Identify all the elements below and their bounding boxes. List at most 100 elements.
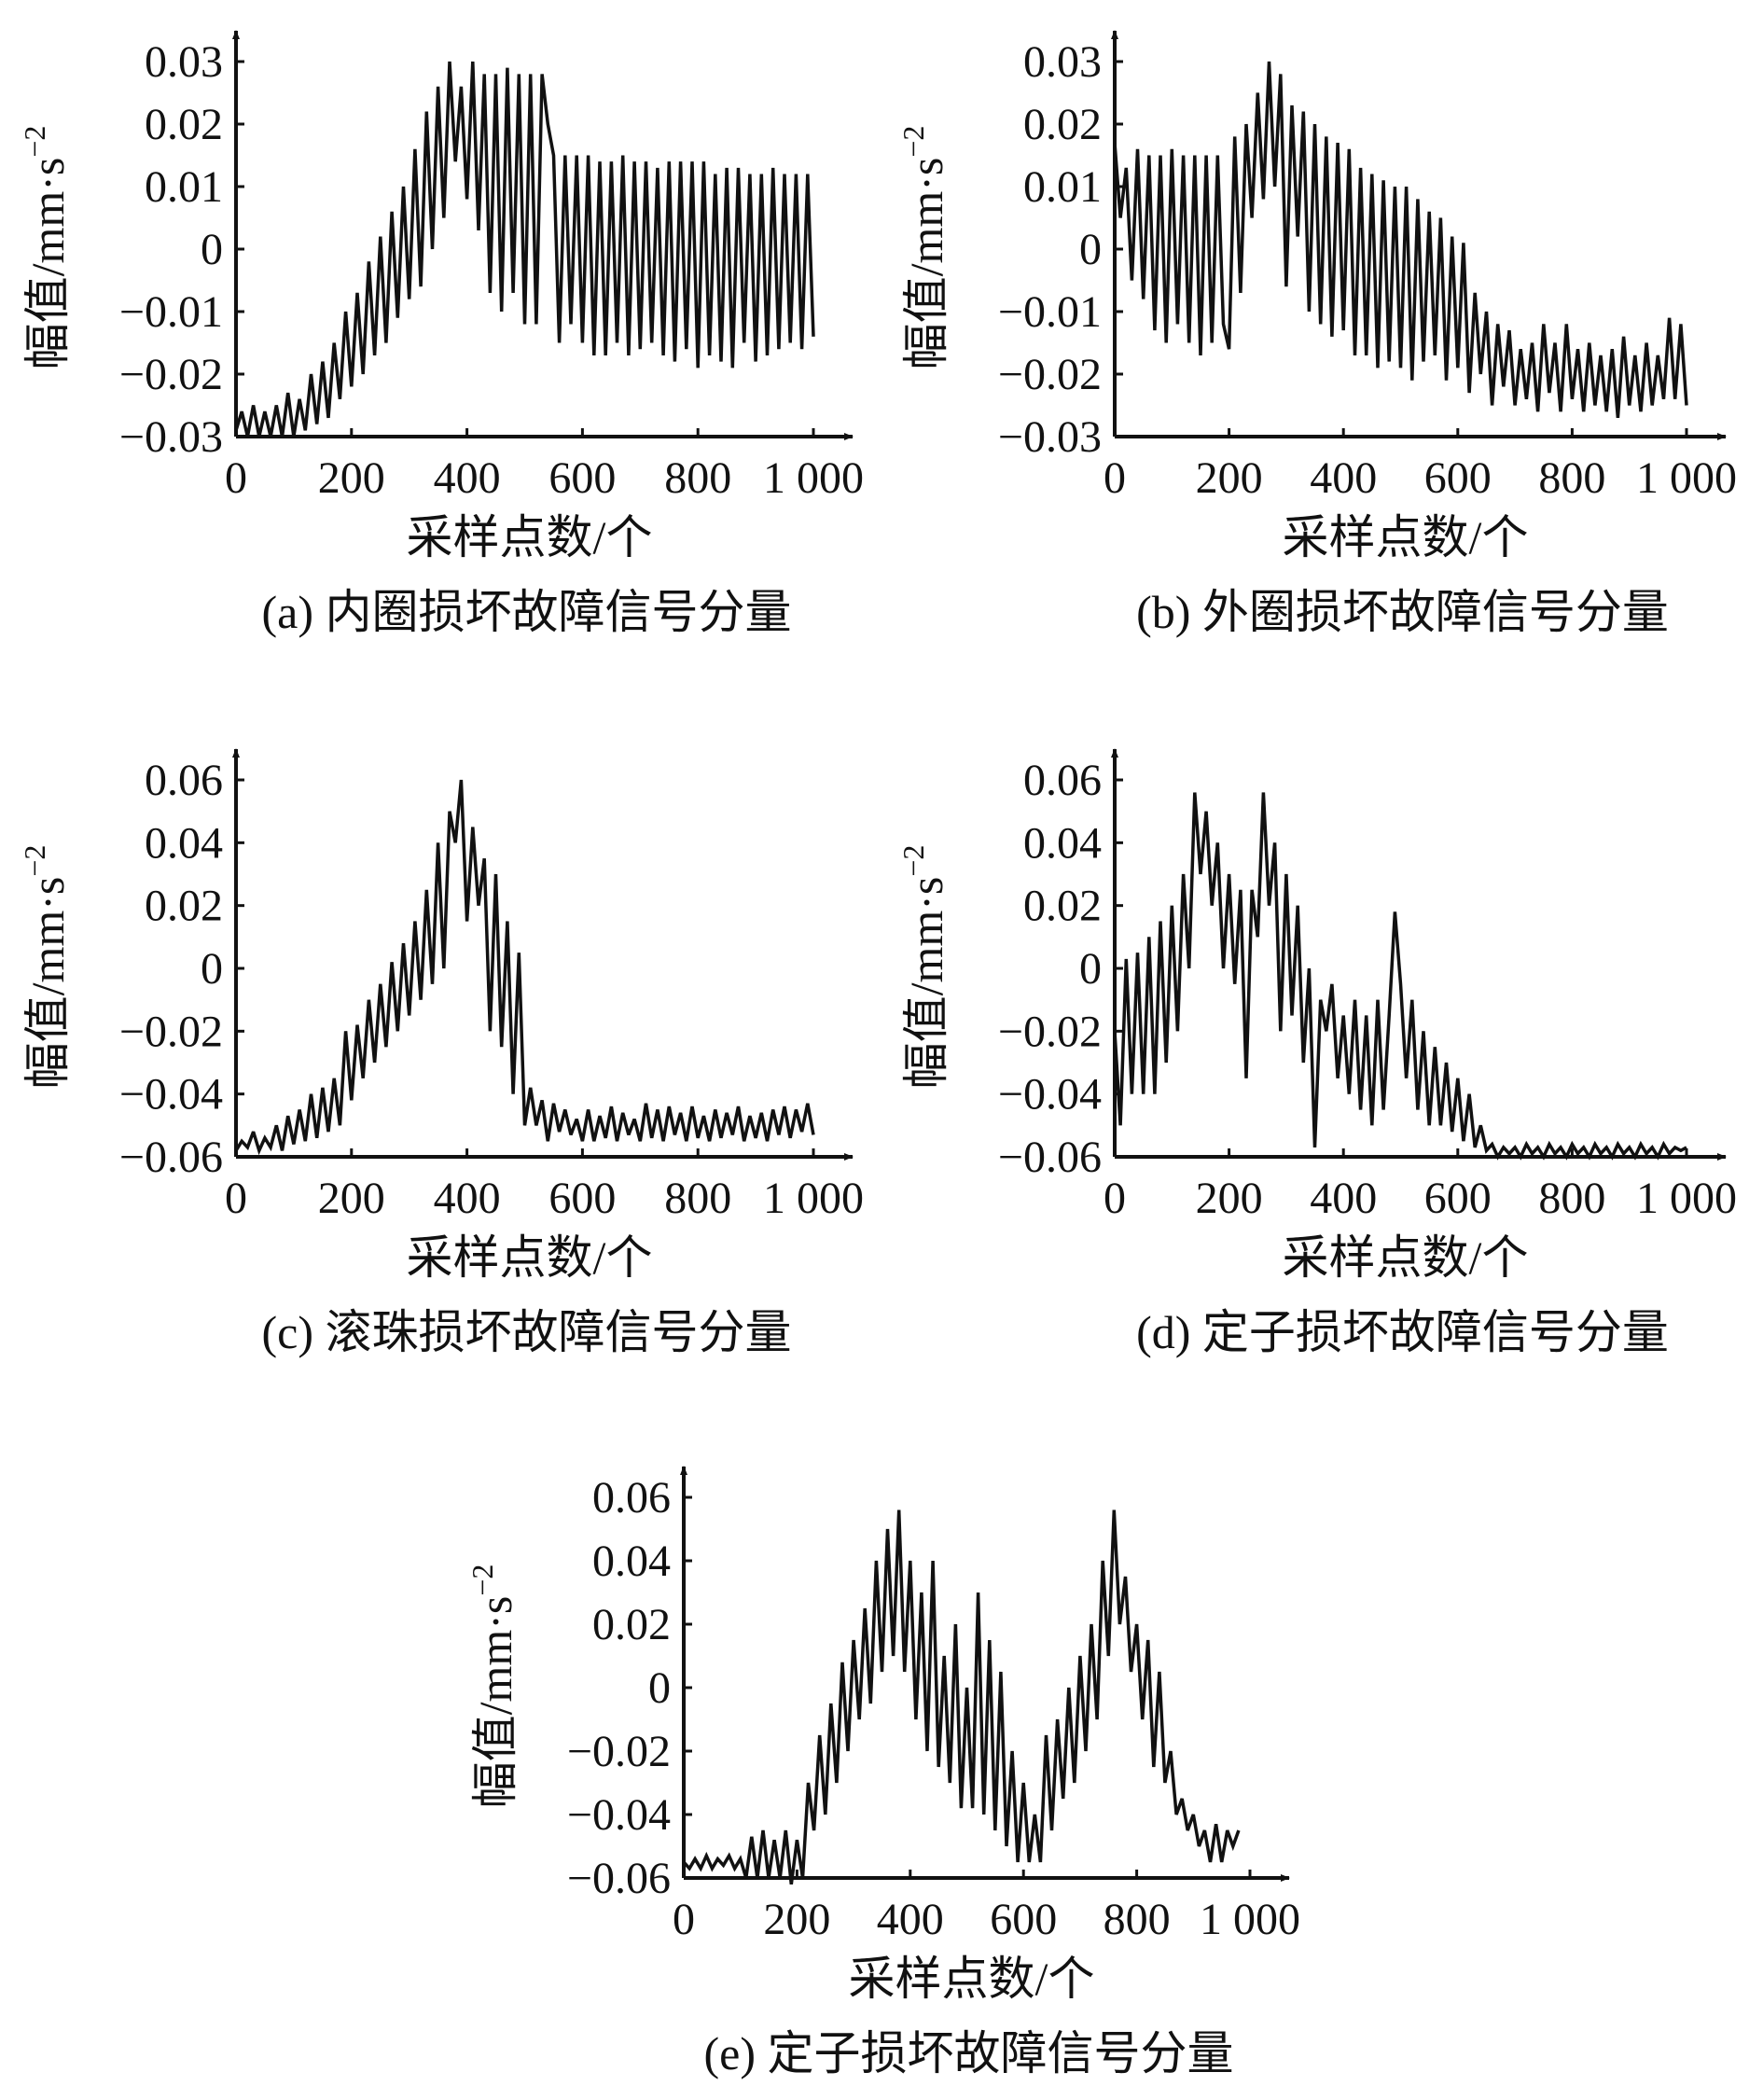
x-tick-label: 400 — [434, 1174, 501, 1223]
x-axis-title: 采样点数/个 — [849, 1953, 1095, 2005]
x-tick-label: 800 — [1538, 453, 1605, 503]
y-tick-label: −0.06 — [119, 1133, 223, 1182]
y-axis-title-superscript: −2 — [896, 126, 930, 158]
chart-panel-e: 0.060.040.020−0.02−0.04−0.060 200 400 600 80… — [465, 1466, 1300, 2079]
y-axis-title-superscript: −2 — [18, 126, 51, 158]
x-tick-label: 600 — [548, 1174, 616, 1223]
x-tick-label: 1 000 — [1636, 453, 1737, 503]
y-tick-label: −0.02 — [567, 1727, 671, 1776]
x-tick-label: 800 — [1538, 1174, 1605, 1223]
y-tick-label: 0 — [1079, 944, 1102, 994]
y-tick-label: −0.03 — [998, 412, 1102, 462]
x-axis-title: 采样点数/个 — [1283, 511, 1529, 563]
y-tick-label: −0.03 — [119, 412, 223, 462]
x-tick-label: 800 — [664, 453, 731, 503]
y-tick-label: 0.03 — [145, 37, 223, 87]
x-tick-label: 200 — [1196, 1174, 1263, 1223]
y-axis-title: 幅值/mm·s−2 — [896, 845, 952, 1090]
y-axis-title: 幅值/mm·s−2 — [18, 845, 74, 1090]
chart-panel-a: 0.030.020.010−0.01−0.02−0.030 200 400 600 80… — [18, 30, 864, 638]
series-line-0 — [1113, 61, 1688, 419]
chart-panel-b: 0.030.020.010−0.01−0.02−0.030 200 400 600 80… — [896, 30, 1737, 638]
y-tick-label: 0.02 — [145, 882, 223, 931]
y-axis-title-text: 幅值/mm·s — [469, 1596, 521, 1809]
x-tick-label: 600 — [1424, 453, 1492, 503]
figure-caption: (d) 定子损坏故障信号分量 — [1136, 1306, 1669, 1358]
y-axis-title-text: 幅值/mm·s — [21, 877, 74, 1090]
y-tick-label: 0.04 — [1023, 818, 1102, 868]
x-tick-label: 1 000 — [763, 453, 864, 503]
y-tick-label: 0.04 — [145, 818, 223, 868]
y-tick-label: 0.06 — [592, 1473, 671, 1523]
figure-caption: (c) 滚珠损坏故障信号分量 — [262, 1306, 792, 1358]
y-tick-label: 0.03 — [1023, 37, 1102, 87]
y-tick-label: −0.02 — [998, 1007, 1102, 1056]
y-axis-title-superscript: −2 — [18, 845, 51, 877]
x-tick-label: 800 — [664, 1174, 731, 1223]
x-tick-label: 400 — [434, 453, 501, 503]
x-tick-label: 400 — [877, 1895, 944, 1944]
x-axis-title: 采样点数/个 — [1283, 1231, 1529, 1284]
x-axis-title: 采样点数/个 — [407, 511, 653, 563]
x-axis-title: 采样点数/个 — [407, 1231, 653, 1284]
y-tick-label: 0.06 — [145, 756, 223, 805]
chart-panel-d: 0.060.040.020−0.02−0.04−0.060 200 400 600 80… — [896, 748, 1737, 1358]
figure-caption: (e) 定子损坏故障信号分量 — [704, 2027, 1234, 2079]
y-tick-label: −0.06 — [567, 1854, 671, 1903]
y-axis-title-text: 幅值/mm·s — [900, 158, 952, 370]
x-tick-label: 0 — [673, 1895, 695, 1944]
x-tick-label: 0 — [225, 1174, 247, 1223]
y-tick-label: 0.02 — [1023, 100, 1102, 149]
chart-panel-c: 0.060.040.020−0.02−0.04−0.060 200 400 600 80… — [18, 748, 864, 1358]
x-tick-label: 600 — [548, 453, 616, 503]
x-tick-label: 0 — [1104, 453, 1126, 503]
y-axis-title: 幅值/mm·s−2 — [18, 126, 74, 370]
y-tick-label: 0.01 — [1023, 162, 1102, 212]
x-tick-label: 1 000 — [763, 1174, 864, 1223]
y-tick-label: −0.04 — [998, 1070, 1102, 1120]
y-tick-label: 0 — [1079, 225, 1102, 274]
x-tick-label: 1 000 — [1200, 1895, 1300, 1944]
y-tick-label: −0.04 — [119, 1070, 223, 1120]
y-axis-title-text: 幅值/mm·s — [900, 877, 952, 1090]
series-line-0 — [682, 1509, 1241, 1885]
y-axis-title: 幅值/mm·s−2 — [465, 1565, 521, 1809]
y-tick-label: −0.01 — [119, 287, 223, 337]
y-tick-label: −0.02 — [119, 1007, 223, 1056]
x-tick-label: 200 — [318, 453, 385, 503]
y-tick-label: 0 — [201, 944, 223, 994]
series-line-0 — [1113, 792, 1687, 1161]
y-axis-title: 幅值/mm·s−2 — [896, 126, 952, 370]
x-tick-label: 200 — [1196, 453, 1263, 503]
y-axis-title-superscript: −2 — [465, 1565, 499, 1596]
y-tick-label: 0.02 — [592, 1600, 671, 1649]
x-tick-label: 400 — [1310, 453, 1377, 503]
x-tick-label: 0 — [225, 453, 247, 503]
series-line-0 — [234, 779, 815, 1156]
y-tick-label: −0.06 — [998, 1133, 1102, 1182]
x-tick-label: 1 000 — [1636, 1174, 1737, 1223]
x-tick-label: 200 — [763, 1895, 830, 1944]
x-tick-label: 400 — [1310, 1174, 1377, 1223]
y-tick-label: 0.04 — [592, 1537, 671, 1586]
x-tick-label: 600 — [990, 1895, 1057, 1944]
y-tick-label: 0.02 — [145, 100, 223, 149]
y-tick-label: 0 — [648, 1663, 671, 1713]
y-tick-label: −0.01 — [998, 287, 1102, 337]
figure-caption: (b) 外圈损坏故障信号分量 — [1136, 586, 1669, 638]
y-tick-label: 0.02 — [1023, 882, 1102, 931]
x-tick-label: 600 — [1424, 1174, 1492, 1223]
y-tick-label: 0.06 — [1023, 756, 1102, 805]
y-tick-label: −0.02 — [998, 350, 1102, 399]
y-axis-title-text: 幅值/mm·s — [21, 158, 74, 370]
series-line-0 — [234, 61, 815, 438]
x-tick-label: 200 — [318, 1174, 385, 1223]
y-tick-label: 0.01 — [145, 162, 223, 212]
y-tick-label: −0.04 — [567, 1790, 671, 1840]
x-tick-label: 0 — [1104, 1174, 1126, 1223]
figure-caption: (a) 内圈损坏故障信号分量 — [262, 586, 792, 638]
y-tick-label: 0 — [201, 225, 223, 274]
x-tick-label: 800 — [1104, 1895, 1171, 1944]
y-axis-title-superscript: −2 — [896, 845, 930, 877]
